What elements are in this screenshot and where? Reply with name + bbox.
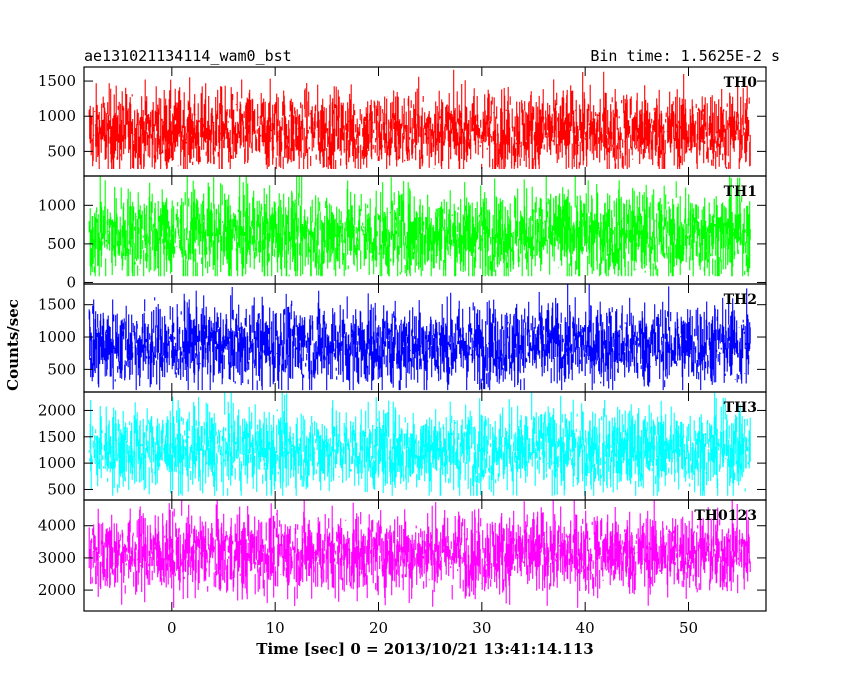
panel-frame	[83, 499, 767, 612]
series-th1	[88, 176, 751, 277]
y-tick-label: 500	[47, 235, 76, 253]
series-th0	[88, 69, 751, 169]
y-tick-label: 500	[47, 142, 76, 160]
x-axis: 0 10 20 30 40 50	[167, 619, 698, 637]
x-tick-label: 30	[472, 619, 491, 637]
y-tick-label: 3000	[38, 549, 76, 567]
series-th0123	[88, 500, 751, 608]
y-tick-label: 2000	[38, 401, 76, 419]
y-tick-label: 1500	[38, 72, 76, 90]
x-tick-label: 50	[679, 619, 698, 637]
panel-label: TH0	[724, 75, 758, 91]
y-axis-title: Counts/sec	[4, 299, 22, 391]
chart-title: ae131021134114_wam0_bst	[84, 47, 292, 65]
bin-time-label: Bin time: 1.5625E-2 s	[590, 47, 780, 65]
x-tick-label: 0	[167, 619, 177, 637]
x-tick-label: 10	[266, 619, 285, 637]
panel-th0: 500 1000 1500 TH0	[38, 66, 767, 177]
y-tick-label: 1500	[38, 296, 76, 314]
panel-label: TH2	[724, 292, 757, 308]
series-th2	[88, 284, 751, 391]
y-tick-label: 1000	[38, 328, 76, 346]
y-tick-label: 1000	[38, 196, 76, 214]
panel-label: TH1	[724, 184, 757, 200]
y-tick-label: 1000	[38, 454, 76, 472]
panel-label: TH0123	[694, 508, 757, 524]
panel-th1: 0 500 1000 TH1	[38, 175, 767, 291]
x-tick-label: 20	[369, 619, 388, 637]
y-tick-label: 1500	[38, 428, 76, 446]
y-tick-label: 0	[66, 273, 76, 291]
y-tick-label: 500	[47, 360, 76, 378]
panel-th0123: 2000 3000 4000 TH0123	[38, 499, 767, 612]
panel-th3: 500 1000 1500 2000 TH3	[38, 391, 767, 501]
x-axis-title: Time [sec] 0 = 2013/10/21 13:41:14.113	[256, 640, 593, 658]
panel-th2: 500 1000 1500 TH2	[38, 283, 767, 393]
y-tick-label: 500	[47, 480, 76, 498]
panel-label: TH3	[724, 400, 757, 416]
y-tick-label: 4000	[38, 517, 76, 535]
x-tick-label: 40	[576, 619, 595, 637]
y-tick-label: 2000	[38, 581, 76, 599]
series-th3	[88, 392, 751, 496]
y-tick-label: 1000	[38, 107, 76, 125]
